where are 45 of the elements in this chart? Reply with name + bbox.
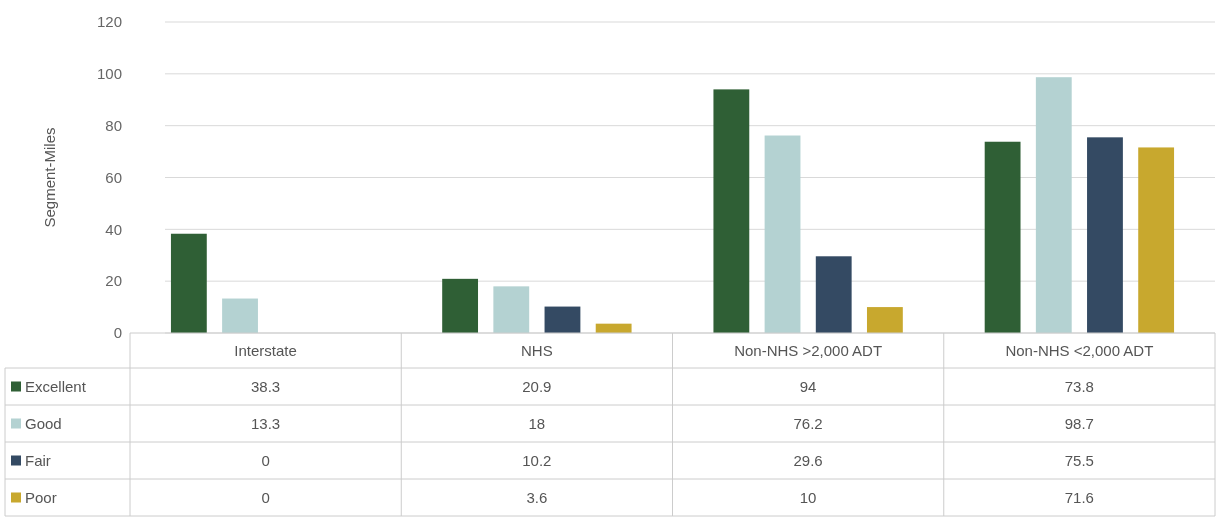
bar <box>984 141 1021 333</box>
bar <box>544 306 581 333</box>
x-tick-label: Interstate <box>234 341 297 359</box>
legend-label: Fair <box>25 451 51 469</box>
y-tick-label: 60 <box>105 168 122 186</box>
x-tick-label: Non-NHS <2,000 ADT <box>1005 341 1154 359</box>
bar <box>866 307 903 333</box>
data-label: 10 <box>799 488 817 506</box>
bar <box>1138 147 1175 333</box>
y-tick-label: 0 <box>113 324 122 342</box>
bar <box>493 286 530 333</box>
data-label: 75.5 <box>1064 451 1094 469</box>
data-label: 73.8 <box>1064 377 1094 395</box>
y-tick-label: 40 <box>105 220 122 238</box>
data-label: 71.6 <box>1064 488 1094 506</box>
data-label: 10.2 <box>522 451 552 469</box>
legend-label: Good <box>25 414 62 432</box>
data-label: 76.2 <box>793 414 823 432</box>
legend-label: Poor <box>25 488 57 506</box>
bar <box>713 89 750 333</box>
legend-label: Excellent <box>25 377 87 395</box>
data-label: 0 <box>261 488 270 506</box>
bar <box>764 135 801 333</box>
data-label: 38.3 <box>251 377 281 395</box>
bar <box>1087 137 1123 333</box>
data-label: 94 <box>799 377 817 395</box>
data-label: 0 <box>261 451 270 469</box>
bar <box>170 233 207 333</box>
y-tick-label: 120 <box>96 13 122 31</box>
bar <box>222 298 258 333</box>
data-label: 20.9 <box>522 377 552 395</box>
data-label: 13.3 <box>251 414 281 432</box>
bar <box>1035 77 1072 333</box>
data-label: 18 <box>528 414 546 432</box>
data-label: 3.6 <box>526 488 548 506</box>
y-axis-title: Segment-Miles <box>41 127 58 228</box>
x-tick-label: Non-NHS >2,000 ADT <box>734 341 883 359</box>
y-tick-label: 100 <box>96 65 122 83</box>
y-tick-label: 20 <box>105 272 122 290</box>
bar <box>442 278 479 333</box>
data-label: 98.7 <box>1064 414 1094 432</box>
data-label: 29.6 <box>793 451 823 469</box>
x-tick-label: NHS <box>521 341 553 359</box>
bar <box>815 256 852 333</box>
y-tick-label: 80 <box>105 116 122 134</box>
